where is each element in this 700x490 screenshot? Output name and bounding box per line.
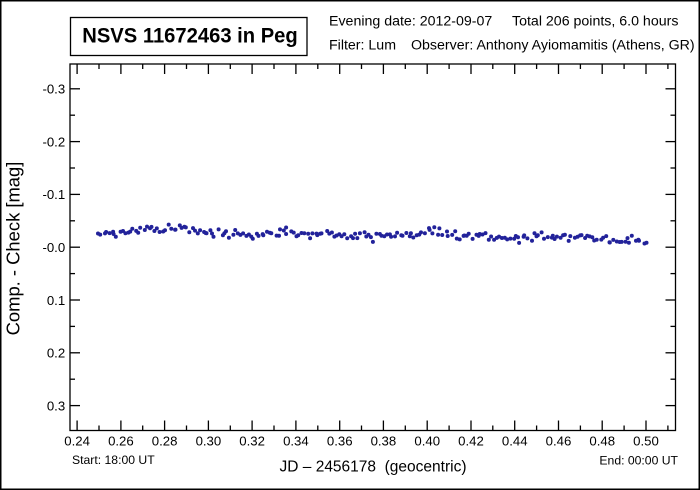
svg-text:0.36: 0.36: [327, 433, 353, 448]
svg-text:End: 00:00 UT: End: 00:00 UT: [599, 453, 678, 467]
svg-text:Comp. - Check [mag]: Comp. - Check [mag]: [3, 162, 24, 336]
svg-text:Total 206 points, 6.0 hours: Total 206 points, 6.0 hours: [512, 14, 678, 30]
svg-text:0.40: 0.40: [414, 433, 440, 448]
svg-text:0.32: 0.32: [239, 433, 265, 448]
svg-text:0.1: 0.1: [47, 293, 65, 308]
svg-text:0.44: 0.44: [502, 433, 528, 448]
svg-text:-0.3: -0.3: [42, 82, 65, 97]
svg-text:0.48: 0.48: [589, 433, 615, 448]
svg-text:0.3: 0.3: [47, 398, 65, 413]
svg-text:-0.0: -0.0: [42, 240, 65, 255]
svg-text:0.42: 0.42: [458, 433, 484, 448]
svg-text:0.34: 0.34: [283, 433, 309, 448]
svg-text:0.38: 0.38: [371, 433, 397, 448]
svg-text:Start: 18:00 UT: Start: 18:00 UT: [72, 453, 155, 467]
svg-text:0.30: 0.30: [196, 433, 222, 448]
svg-text:0.2: 0.2: [47, 346, 65, 361]
svg-text:0.28: 0.28: [152, 433, 178, 448]
svg-text:Evening date: 2012-09-07: Evening date: 2012-09-07: [329, 14, 492, 30]
svg-text:Filter: Lum: Filter: Lum: [329, 37, 396, 53]
svg-text:0.50: 0.50: [633, 433, 659, 448]
svg-text:0.46: 0.46: [546, 433, 572, 448]
svg-text:JD – 2456178 (geocentric): JD – 2456178 (geocentric): [280, 459, 467, 476]
svg-text:NSVS 11672463 in Peg: NSVS 11672463 in Peg: [82, 24, 298, 47]
svg-text:-0.1: -0.1: [42, 187, 65, 202]
svg-text:-0.2: -0.2: [42, 134, 65, 149]
svg-text:0.24: 0.24: [64, 433, 90, 448]
svg-text:0.26: 0.26: [108, 433, 134, 448]
svg-text:Observer: Anthony Ayiomamitis: Observer: Anthony Ayiomamitis (Athens, G…: [411, 37, 695, 53]
